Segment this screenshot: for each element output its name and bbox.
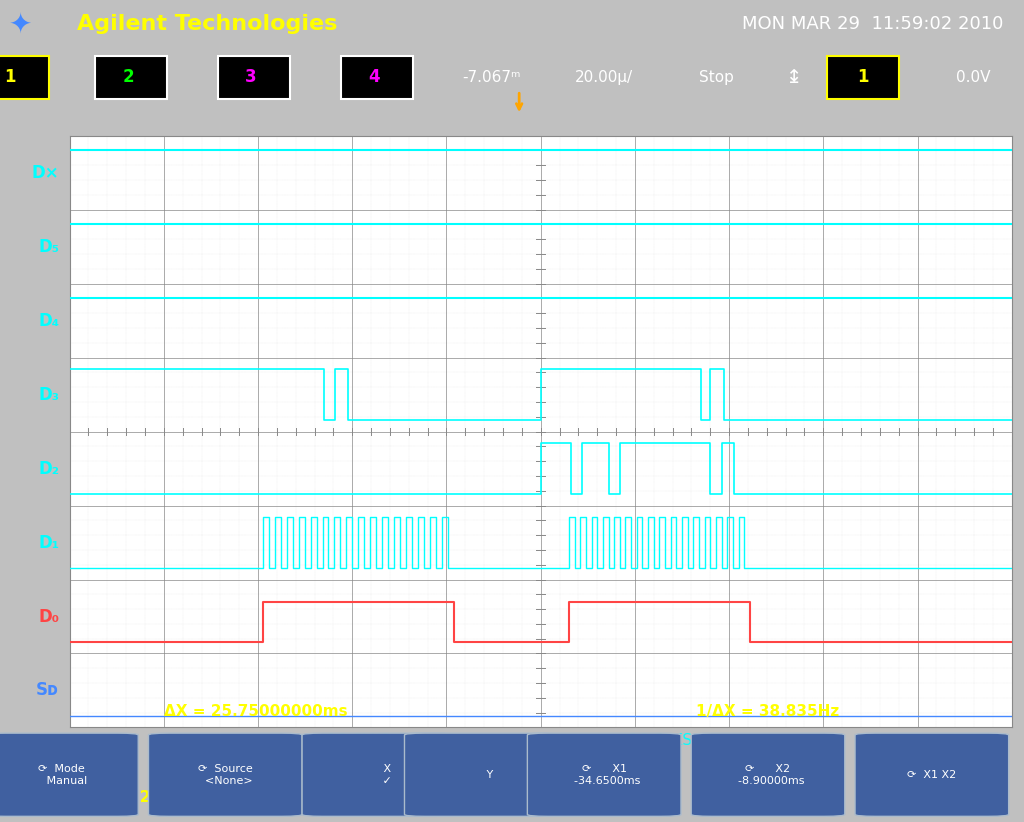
Text: Sᴅ: Sᴅ — [36, 681, 59, 700]
Text: Stop: Stop — [699, 70, 734, 85]
FancyBboxPatch shape — [827, 56, 899, 99]
Text: D₅: D₅ — [38, 238, 59, 256]
Text: ⟳  X1 X2: ⟳ X1 X2 — [907, 769, 956, 780]
Text: 20.00µ/: 20.00µ/ — [575, 70, 633, 85]
FancyBboxPatch shape — [0, 56, 49, 99]
Text: 0.0V: 0.0V — [955, 70, 990, 85]
FancyBboxPatch shape — [148, 733, 302, 816]
Text: 2: 2 — [122, 68, 134, 86]
Text: ✦: ✦ — [9, 10, 32, 38]
Text: ⟳  Source
  <None>: ⟳ Source <None> — [198, 764, 253, 786]
Text: Y: Y — [469, 769, 494, 780]
Text: MON MAR 29  11:59:02 2010: MON MAR 29 11:59:02 2010 — [742, 15, 1004, 33]
Text: D⨯: D⨯ — [32, 164, 59, 182]
Text: ⟳      X1
  -34.6500ms: ⟳ X1 -34.6500ms — [567, 764, 641, 786]
Text: 4: 4 — [368, 68, 380, 86]
Text: D₁: D₁ — [38, 533, 59, 552]
FancyBboxPatch shape — [0, 733, 138, 816]
FancyBboxPatch shape — [691, 733, 845, 816]
Text: D₀: D₀ — [38, 607, 59, 626]
Text: D₂: D₂ — [38, 459, 59, 478]
Text: X
     ✓: X ✓ — [366, 764, 392, 786]
Text: Agilent Technologies: Agilent Technologies — [77, 14, 337, 34]
FancyBboxPatch shape — [404, 733, 558, 816]
FancyBboxPatch shape — [95, 56, 167, 99]
Text: 1/ΔX = 38.835Hz: 1/ΔX = 38.835Hz — [389, 790, 532, 805]
FancyBboxPatch shape — [341, 56, 413, 99]
Text: 1: 1 — [857, 68, 869, 86]
FancyBboxPatch shape — [855, 733, 1009, 816]
Text: ΔX = 25.75000000ms: ΔX = 25.75000000ms — [92, 790, 276, 805]
Text: FFFF: FFFF — [643, 757, 678, 773]
FancyBboxPatch shape — [218, 56, 290, 99]
Text: ΔX = 25.75000000ms: ΔX = 25.75000000ms — [164, 704, 348, 718]
Text: ⟳  Mode
   Manual: ⟳ Mode Manual — [36, 764, 87, 786]
Text: 3: 3 — [245, 68, 257, 86]
Text: ⟳      X2
  -8.90000ms: ⟳ X2 -8.90000ms — [731, 764, 805, 786]
Text: ↨: ↨ — [785, 67, 802, 87]
Text: 1/ΔX = 38.835Hz: 1/ΔX = 38.835Hz — [696, 704, 840, 718]
Text: 0400: 0400 — [340, 757, 378, 773]
Text: 1: 1 — [4, 68, 16, 86]
Text: 16 CLKS: 16 CLKS — [328, 733, 390, 748]
Text: -7.067ᵐ: -7.067ᵐ — [462, 70, 521, 85]
Text: 16 CLKS: 16 CLKS — [629, 733, 692, 748]
Text: D₃: D₃ — [38, 386, 59, 404]
Text: D₄: D₄ — [38, 312, 59, 330]
FancyBboxPatch shape — [302, 733, 456, 816]
FancyBboxPatch shape — [527, 733, 681, 816]
